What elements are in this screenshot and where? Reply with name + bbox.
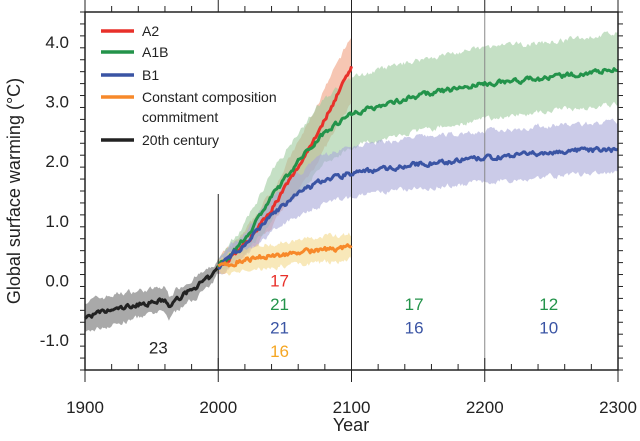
y-axis-label: Global surface warming (°C)	[4, 78, 24, 304]
series-lines	[84, 65, 619, 320]
model-count: 17	[270, 272, 289, 291]
legend-label: Constant composition	[142, 89, 277, 105]
x-tick-label: 1900	[66, 398, 104, 417]
model-count: 21	[270, 319, 289, 338]
legend-label: 20th century	[142, 132, 219, 148]
model-count-annotations: 23 17 21 21 16 17 16 12 10	[149, 272, 558, 361]
x-tick-label: 2100	[333, 398, 371, 417]
x-axis-label: Year	[333, 415, 369, 435]
y-tick-label: 1.0	[45, 212, 69, 231]
y-tick-label: 3.0	[45, 93, 69, 112]
model-count: 23	[149, 338, 168, 357]
series-line-3	[217, 145, 619, 270]
legend-label: A1B	[142, 44, 168, 60]
model-count: 21	[270, 295, 289, 314]
period-dividers	[217, 12, 486, 370]
model-count: 16	[270, 342, 289, 361]
y-tick-label: 0.0	[45, 272, 69, 291]
x-tick-label: 2300	[599, 398, 637, 417]
legend-label: A2	[142, 23, 159, 39]
legend-label: B1	[142, 67, 159, 83]
model-count: 16	[405, 319, 424, 338]
model-count: 12	[539, 295, 558, 314]
y-tick-label: -1.0	[40, 331, 69, 350]
axes: -1.0 0.0 1.0 2.0 3.0 4.0 1900 2000 2100 2200 2300	[40, 0, 637, 417]
series-line-2	[216, 67, 619, 269]
y-tick-label: 2.0	[45, 152, 69, 171]
band-0	[85, 258, 219, 333]
legend-label: commitment	[142, 109, 218, 125]
model-count: 17	[405, 295, 424, 314]
band-3	[218, 118, 618, 275]
y-tick-label: 4.0	[45, 33, 69, 52]
x-tick-label: 2000	[199, 398, 237, 417]
series-line-0	[84, 265, 220, 320]
legend: A2 A1B B1 Constant composition commitment 20t…	[101, 23, 277, 148]
series-line-4	[217, 243, 353, 268]
model-count: 10	[539, 319, 558, 338]
band-2	[218, 31, 618, 274]
x-tick-label: 2200	[466, 398, 504, 417]
